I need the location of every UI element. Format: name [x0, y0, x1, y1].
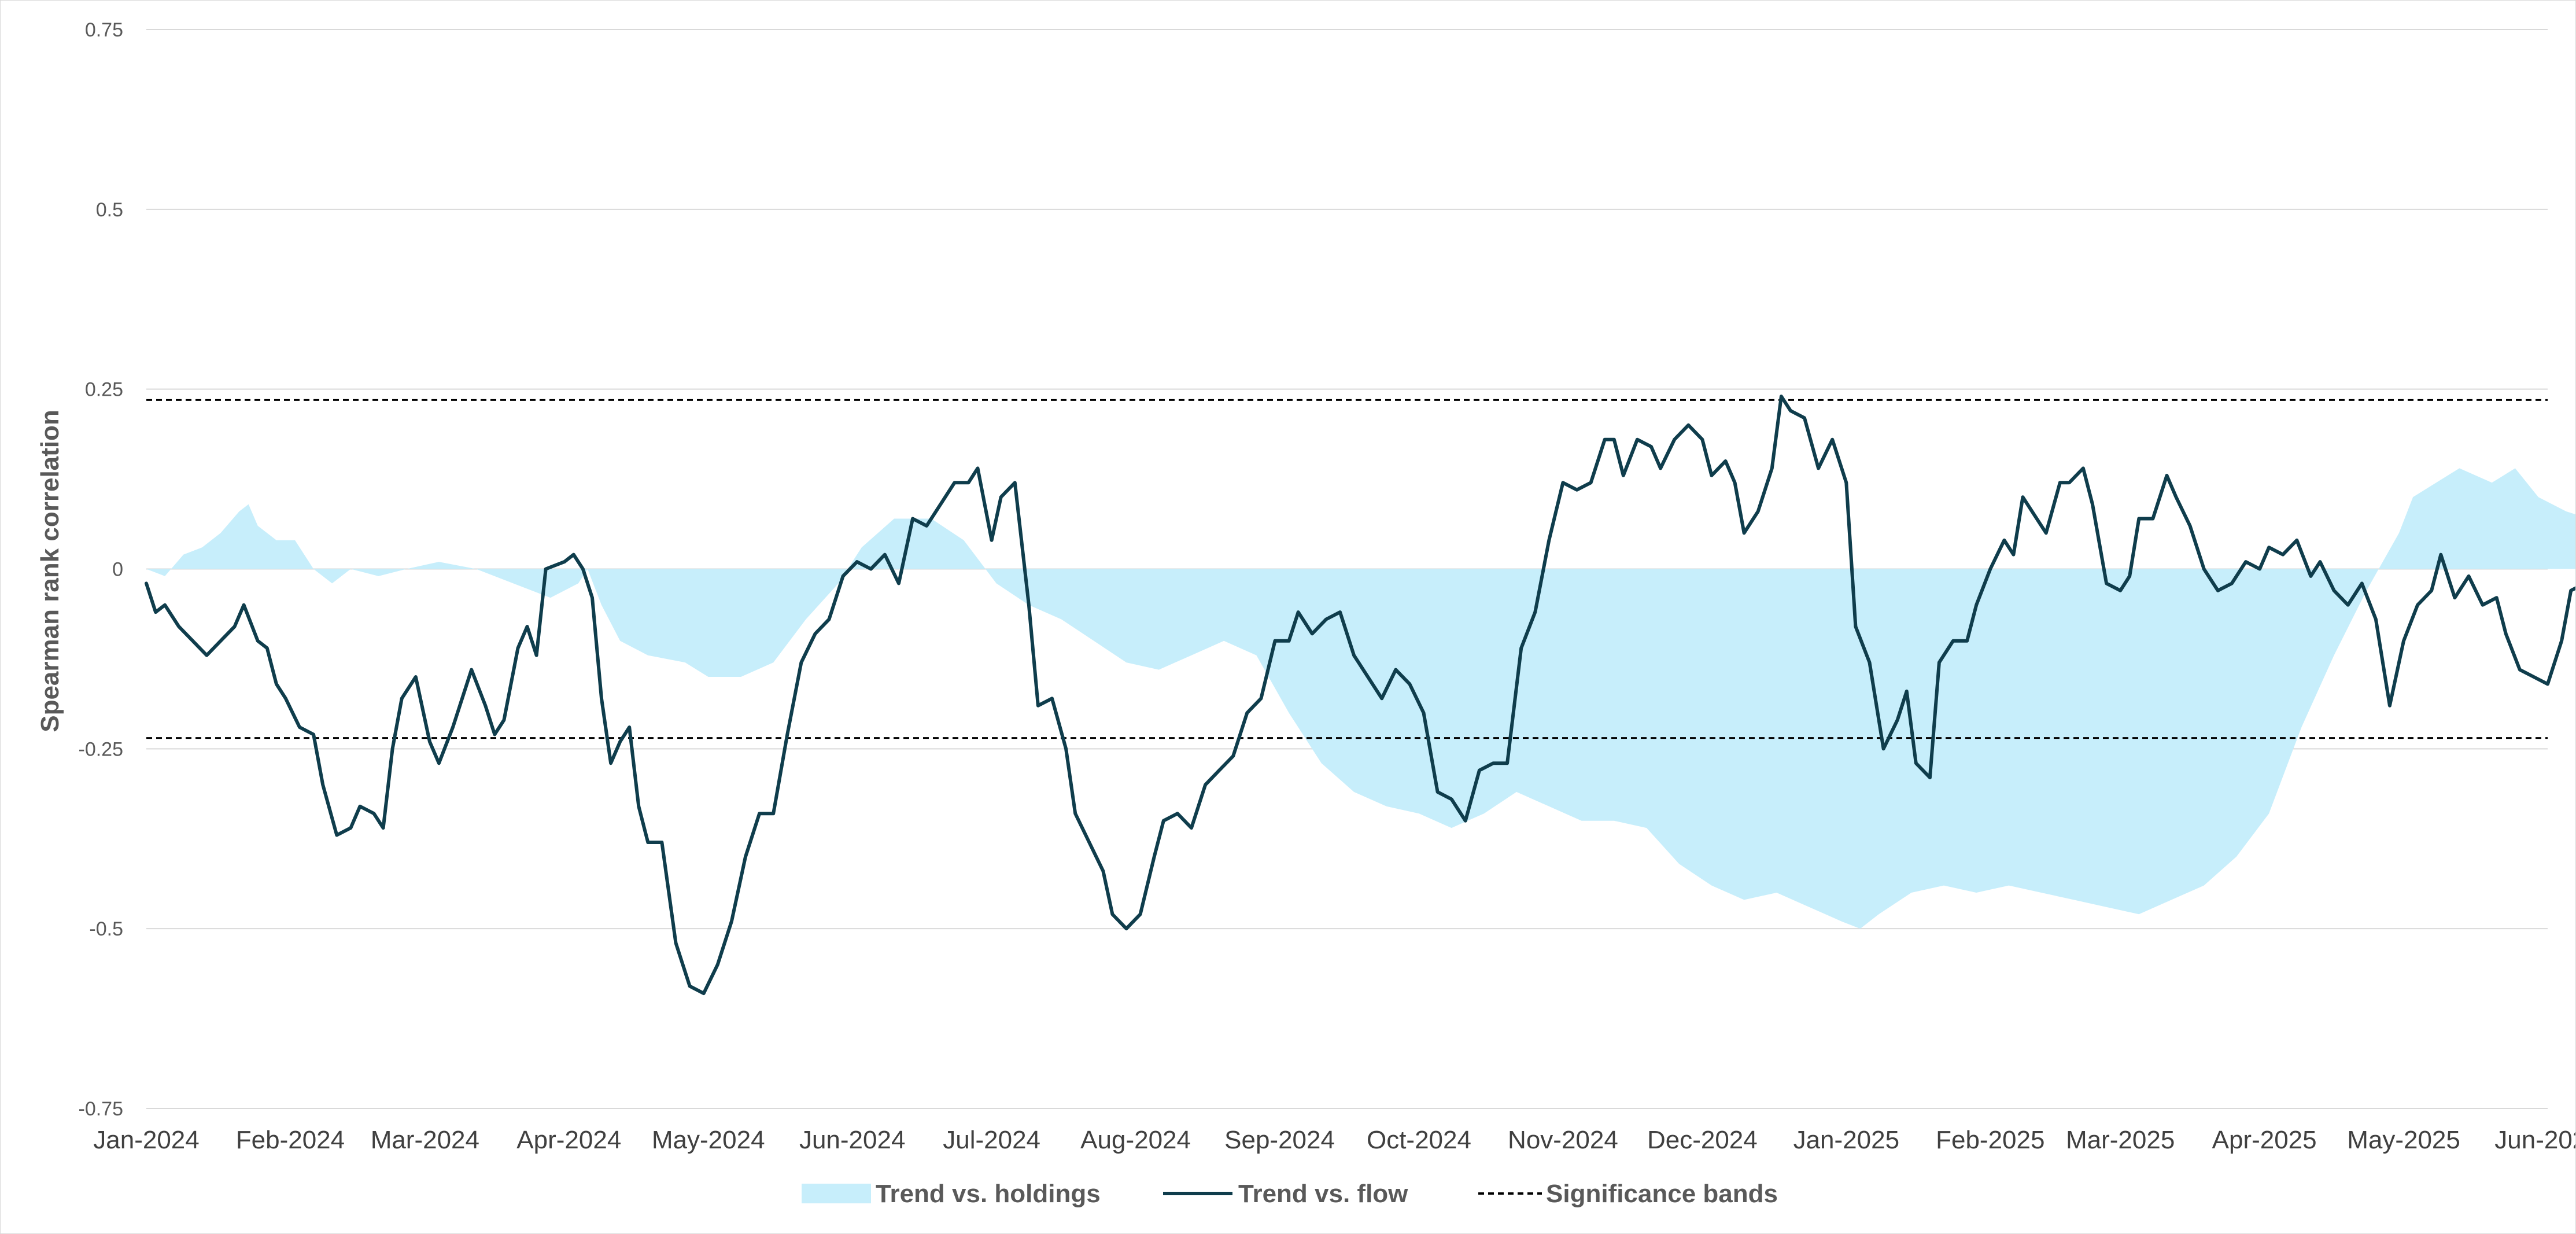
line-trend-vs-flow	[145, 395, 2575, 996]
significance-bands-layer	[146, 399, 2548, 739]
x-tick-label: Jun-2025	[2494, 1126, 2575, 1154]
x-tick-label: Apr-2025	[2212, 1126, 2317, 1154]
y-tick-label: 0.25	[85, 379, 123, 401]
x-tick-label: Aug-2024	[1080, 1126, 1191, 1154]
area-series-layer	[146, 468, 2575, 929]
line-series-layer	[145, 395, 2575, 996]
x-tick-label: Mar-2025	[2066, 1126, 2175, 1154]
x-tick-label: Dec-2024	[1647, 1126, 1758, 1154]
x-tick-label: Jan-2025	[1793, 1126, 1899, 1154]
y-tick-label: -0.25	[79, 738, 124, 760]
y-axis-ticks: 0.75 0.5 0.25 0 -0.25 -0.5 -0.75	[79, 19, 124, 1120]
y-tick-label: 0.5	[96, 199, 123, 221]
y-axis-title: Spearman rank correlation	[36, 410, 64, 732]
x-tick-label: Feb-2025	[1936, 1126, 2044, 1154]
x-tick-label: Nov-2024	[1508, 1126, 1618, 1154]
x-tick-label: Jun-2024	[799, 1126, 905, 1154]
x-tick-label: Jul-2024	[943, 1126, 1040, 1154]
x-tick-label: Apr-2024	[516, 1126, 621, 1154]
x-tick-label: Jan-2024	[93, 1126, 199, 1154]
area-trend-vs-holdings	[146, 468, 2575, 929]
legend: Trend vs. holdings Trend vs. flow Signif…	[802, 1180, 1778, 1208]
legend-label-significance-bands: Significance bands	[1546, 1180, 1778, 1208]
x-tick-label: Sep-2024	[1224, 1126, 1335, 1154]
x-tick-label: May-2025	[2347, 1126, 2460, 1154]
legend-label-trend-vs-holdings: Trend vs. holdings	[876, 1180, 1101, 1208]
x-tick-label: Oct-2024	[1367, 1126, 1471, 1154]
y-tick-label: -0.5	[89, 918, 123, 940]
legend-swatch-trend-vs-holdings	[802, 1184, 871, 1203]
x-tick-label: May-2024	[652, 1126, 765, 1154]
y-tick-label: 0.75	[85, 19, 123, 41]
y-tick-label: -0.75	[79, 1098, 124, 1120]
y-tick-label: 0	[112, 559, 123, 581]
x-tick-label: Feb-2024	[236, 1126, 345, 1154]
x-tick-label: Mar-2024	[371, 1126, 479, 1154]
legend-label-trend-vs-flow: Trend vs. flow	[1238, 1180, 1408, 1208]
x-axis-ticks: Jan-2024 Feb-2024 Mar-2024 Apr-2024 May-2024…	[93, 1126, 2575, 1154]
